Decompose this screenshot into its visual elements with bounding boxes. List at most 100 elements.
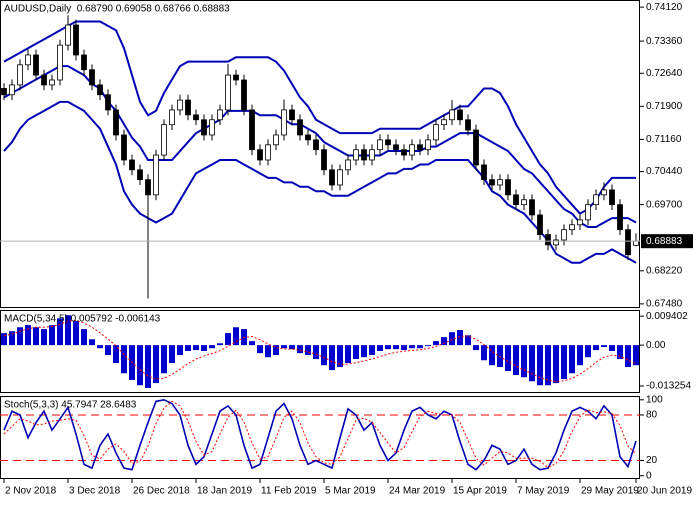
macd-bar [449, 332, 455, 346]
candle-body [121, 134, 127, 161]
candle-body [273, 134, 279, 146]
candle-body [9, 84, 15, 96]
macd-bar [329, 345, 335, 371]
macd-bar [257, 345, 263, 354]
macd-bar [361, 345, 367, 358]
macd-bar [401, 345, 407, 351]
y-tick-label: 0.009402 [646, 311, 688, 322]
macd-bar [377, 345, 383, 351]
macd-bar [561, 345, 567, 380]
macd-bar [81, 329, 87, 346]
macd-bar [265, 345, 271, 358]
y-tick-label: 80 [646, 410, 658, 421]
macd-bar [313, 345, 319, 360]
macd-bar [473, 345, 479, 351]
candle-body [473, 129, 479, 166]
macd-bar [169, 345, 175, 364]
candle-body [625, 229, 631, 256]
candle-body [449, 109, 455, 121]
macd-bar [305, 345, 311, 356]
macd-bar [409, 345, 415, 349]
macd-bar [465, 335, 471, 346]
macd-bar [593, 345, 599, 351]
macd-bar [65, 315, 71, 346]
macd-panel-frame [0, 310, 640, 393]
x-tick-label: 3 Dec 2018 [69, 486, 121, 497]
candle-body [97, 84, 103, 96]
candle-body [297, 119, 303, 136]
candle-body [177, 99, 183, 111]
candle-body [481, 164, 487, 181]
candle-body [201, 119, 207, 136]
macd-bar [233, 327, 239, 346]
macd-bar [193, 345, 199, 351]
y-tick-label: 0.73360 [646, 36, 683, 47]
candle-body [257, 149, 263, 161]
candle-body [81, 54, 87, 71]
candle-body [137, 169, 143, 181]
price-panel-frame [0, 0, 640, 308]
candle-body [513, 194, 519, 206]
x-tick-label: 5 Mar 2019 [325, 486, 376, 497]
candle-body [409, 144, 415, 156]
bollinger-lower [3, 100, 637, 264]
x-tick-label: 26 Dec 2018 [133, 486, 190, 497]
macd-bar [345, 345, 351, 364]
candle-body [417, 144, 423, 151]
macd-bar [609, 345, 615, 351]
macd-bar [41, 329, 47, 346]
candle-body [577, 219, 583, 226]
candle-body [209, 119, 215, 136]
candle-body [321, 149, 327, 171]
y-tick-label: 0.74120 [646, 2, 683, 13]
candle-body [185, 99, 191, 116]
candle-body [281, 109, 287, 136]
macd-bar [537, 345, 543, 386]
macd-bar [89, 339, 95, 346]
y-tick-label: 0.68220 [646, 265, 683, 276]
macd-bar [57, 318, 63, 346]
candle-body [369, 149, 375, 161]
candle-body [585, 204, 591, 221]
macd-title: MACD(5,34,5) 0.005792 -0.006143 [4, 314, 161, 325]
macd-bar [577, 345, 583, 366]
macd-signal [3, 319, 637, 383]
macd-bar [73, 321, 79, 346]
macd-bar [521, 345, 527, 378]
macd-bar [585, 345, 591, 358]
macd-bar [425, 345, 431, 347]
y-tick-label: 0.69700 [646, 199, 683, 210]
macd-bar [457, 330, 463, 346]
candle-body [25, 54, 31, 66]
candle-body [41, 74, 47, 86]
candle-body [377, 139, 383, 151]
candle-body [465, 119, 471, 131]
stoch-d [3, 400, 637, 468]
macd-bar [137, 345, 143, 386]
candle-body [345, 159, 351, 171]
macd-bar [281, 345, 287, 349]
y-tick-label: 0 [646, 470, 652, 481]
macd-bar [1, 333, 7, 346]
macd-bar [273, 345, 279, 356]
macd-bar [353, 345, 359, 360]
candle-body [537, 214, 543, 236]
macd-bar [209, 345, 215, 349]
macd-bar [433, 341, 439, 346]
candle-body [33, 54, 39, 76]
macd-bar [489, 345, 495, 366]
candle-body [105, 94, 111, 111]
candle-body [249, 109, 255, 151]
macd-bar [441, 337, 447, 346]
candle-body [337, 169, 343, 186]
y-tick-label: 20 [646, 455, 658, 466]
x-tick-label: 11 Feb 2019 [261, 486, 317, 497]
candle-body [393, 144, 399, 151]
macd-bar [217, 343, 223, 346]
candle-body [633, 240, 639, 246]
y-tick-label: -0.013254 [646, 381, 691, 392]
macd-bar [617, 345, 623, 360]
candle-body [1, 88, 7, 96]
macd-bar [337, 345, 343, 368]
